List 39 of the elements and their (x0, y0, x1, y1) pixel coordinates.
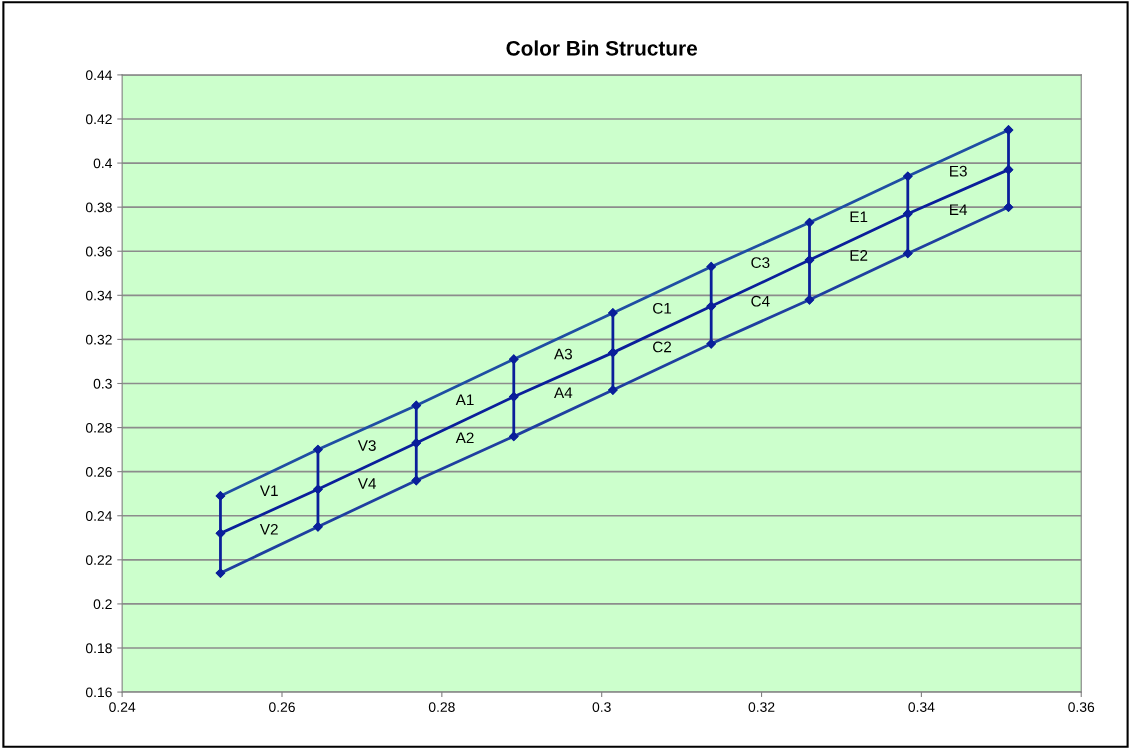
y-tick-label: 0.2 (93, 599, 112, 610)
y-tick-label: 0.32 (85, 334, 112, 345)
x-tick-label: 0.34 (908, 702, 935, 712)
annotation: A3 (554, 348, 572, 360)
y-tick-label: 0.18 (85, 643, 112, 654)
annotation: V4 (357, 478, 377, 489)
y-tick-label: 0.28 (85, 422, 112, 433)
annotation: E1 (850, 211, 868, 223)
y-tick-label: 0.24 (85, 511, 113, 521)
annotation: C3 (751, 257, 770, 269)
annotation: E4 (950, 204, 968, 215)
x-tick-label: 0.24 (109, 702, 136, 712)
annotation: C2 (653, 341, 672, 353)
annotation: V1 (259, 485, 278, 496)
x-tick-label: 0.32 (748, 702, 775, 712)
y-tick-label: 0.4 (93, 158, 113, 169)
y-tick-label: 0.34 (85, 290, 113, 301)
y-tick-label: 0.22 (85, 555, 112, 565)
y-tick-label: 0.16 (85, 687, 112, 698)
x-tick-label: 0.36 (1068, 702, 1095, 712)
annotation: V2 (259, 523, 278, 535)
y-tick-label: 0.36 (85, 246, 112, 257)
x-tick-label: 0.3 (592, 702, 611, 712)
annotation: A4 (554, 387, 573, 398)
x-tick-label: 0.28 (428, 702, 455, 712)
annotation: E3 (950, 165, 967, 177)
annotation: E2 (850, 250, 868, 261)
annotation: C1 (653, 302, 672, 314)
y-tick-label: 0.38 (85, 202, 112, 213)
annotation: C4 (751, 295, 770, 307)
annotation: A2 (455, 432, 474, 444)
chart-title: Color Bin Structure (506, 40, 698, 56)
y-tick-label: 0.3 (93, 378, 112, 389)
x-tick-label: 0.26 (269, 702, 295, 712)
annotation: V3 (357, 440, 376, 451)
y-tick-label: 0.44 (85, 70, 113, 81)
annotation: A1 (455, 394, 474, 406)
y-tick-label: 0.42 (85, 114, 112, 125)
y-tick-label: 0.26 (85, 466, 112, 477)
